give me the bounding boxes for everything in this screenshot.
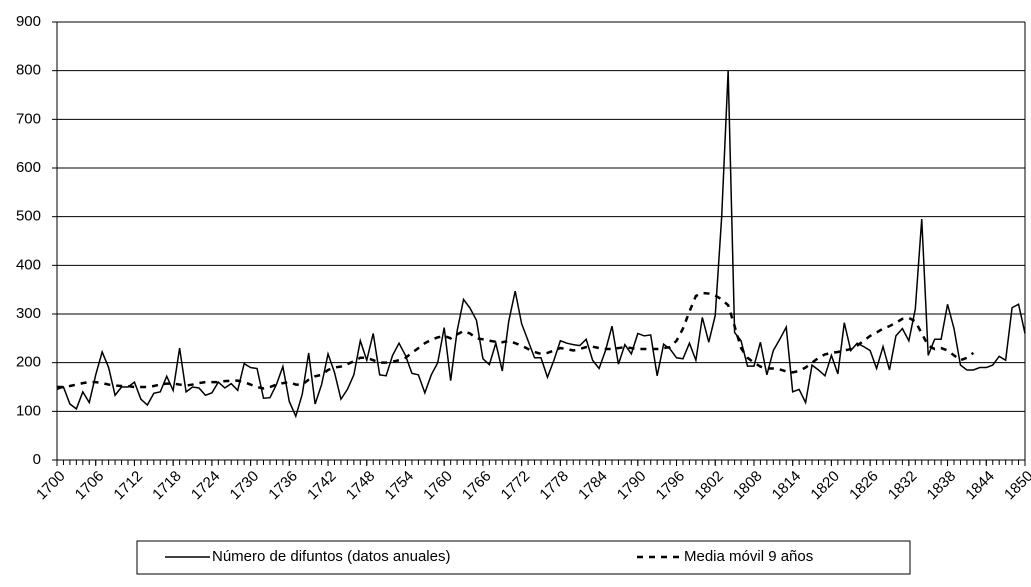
x-tick-label: 1826 bbox=[846, 468, 882, 504]
x-tick-label: 1814 bbox=[769, 468, 805, 504]
x-tick-label: 1820 bbox=[807, 468, 843, 504]
y-tick-label: 700 bbox=[16, 110, 41, 127]
x-tick-label: 1772 bbox=[498, 468, 534, 504]
series-line bbox=[56, 70, 1026, 419]
legend-label: Media móvil 9 años bbox=[684, 548, 813, 565]
x-tick-label: 1838 bbox=[924, 468, 960, 504]
x-tick-label: 1742 bbox=[304, 468, 340, 504]
series-line bbox=[57, 291, 975, 390]
y-tick-label: 0 bbox=[33, 451, 41, 468]
y-tick-label: 300 bbox=[16, 305, 41, 322]
x-tick-label: 1832 bbox=[885, 468, 921, 504]
x-tick-label: 1802 bbox=[691, 468, 727, 504]
x-tick-label: 1850 bbox=[1001, 468, 1031, 504]
y-tick-label: 200 bbox=[16, 354, 41, 371]
x-tick-label: 1790 bbox=[614, 468, 650, 504]
y-tick-label: 800 bbox=[16, 62, 41, 79]
legend-box bbox=[136, 540, 911, 575]
x-tick-label: 1700 bbox=[33, 468, 69, 504]
y-tick-label: 400 bbox=[16, 256, 41, 273]
x-tick-label: 1724 bbox=[188, 468, 224, 504]
y-tick-label: 500 bbox=[16, 208, 41, 225]
y-tick-label: 100 bbox=[16, 402, 41, 419]
x-tick-label: 1784 bbox=[575, 468, 611, 504]
x-tick-label: 1730 bbox=[227, 468, 263, 504]
x-tick-label: 1712 bbox=[110, 468, 146, 504]
legend-label: Número de difuntos (datos anuales) bbox=[212, 548, 450, 565]
y-tick-label: 900 bbox=[16, 13, 41, 30]
x-tick-label: 1754 bbox=[381, 468, 417, 504]
x-tick-label: 1736 bbox=[265, 468, 301, 504]
x-tick-label: 1796 bbox=[653, 468, 689, 504]
x-tick-label: 1706 bbox=[72, 468, 108, 504]
y-tick-label: 600 bbox=[16, 159, 41, 176]
x-tick-label: 1760 bbox=[420, 468, 456, 504]
x-tick-label: 1718 bbox=[149, 468, 185, 504]
x-tick-label: 1808 bbox=[730, 468, 766, 504]
x-tick-label: 1778 bbox=[536, 468, 572, 504]
x-tick-label: 1766 bbox=[459, 468, 495, 504]
x-tick-label: 1748 bbox=[343, 468, 379, 504]
x-tick-label: 1844 bbox=[962, 468, 998, 504]
